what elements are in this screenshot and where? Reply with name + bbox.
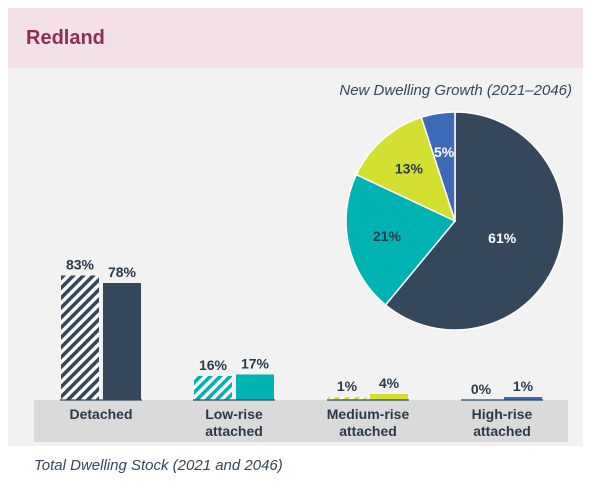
category-label: Medium-rise xyxy=(327,406,410,422)
bar-value-label: 83% xyxy=(66,257,95,273)
category-label: Low-rise xyxy=(205,406,263,422)
pie-slice-2 xyxy=(345,173,457,307)
bar-value-label: 1% xyxy=(513,378,534,394)
pie-slice-4 xyxy=(420,111,456,222)
bar-value-label: 1% xyxy=(337,378,358,394)
pie-slice-3 xyxy=(355,116,457,223)
category-axis-band xyxy=(34,400,568,442)
bar-1-2046 xyxy=(103,283,141,400)
page-title: Redland xyxy=(26,27,105,49)
bar-1-2021 xyxy=(61,275,99,400)
bar-value-label: 4% xyxy=(379,375,400,391)
bar-3-2021 xyxy=(328,397,366,400)
category-label: Detached xyxy=(69,406,132,422)
bar-value-label: 0% xyxy=(471,381,492,397)
pie-slice-label: 5% xyxy=(434,144,455,160)
bar-chart-title: Total Dwelling Stock (2021 and 2046) xyxy=(34,457,283,474)
category-label: attached xyxy=(473,423,531,439)
bar-value-label: 17% xyxy=(241,356,270,372)
bar-4-2046 xyxy=(504,397,542,400)
pie-title: New Dwelling Growth (2021–2046) xyxy=(339,82,572,99)
bar-2-2046 xyxy=(236,374,274,400)
pie-slice-1 xyxy=(384,111,565,331)
pie-chart: 61% 21% 13% 5% xyxy=(345,111,565,331)
bar-value-label: 16% xyxy=(199,357,228,373)
bar-3-2046 xyxy=(370,394,408,400)
category-label: attached xyxy=(339,423,397,439)
bar-2-2021 xyxy=(194,376,232,400)
pie-slice-label: 13% xyxy=(395,161,424,177)
category-label: High-rise xyxy=(472,406,533,422)
bar-value-label: 78% xyxy=(108,264,137,280)
footer-band xyxy=(8,446,583,483)
header-band: Redland xyxy=(8,8,583,68)
pie-slice-label: 61% xyxy=(488,230,517,246)
pie-slice-label: 21% xyxy=(373,228,402,244)
category-label: attached xyxy=(205,423,263,439)
